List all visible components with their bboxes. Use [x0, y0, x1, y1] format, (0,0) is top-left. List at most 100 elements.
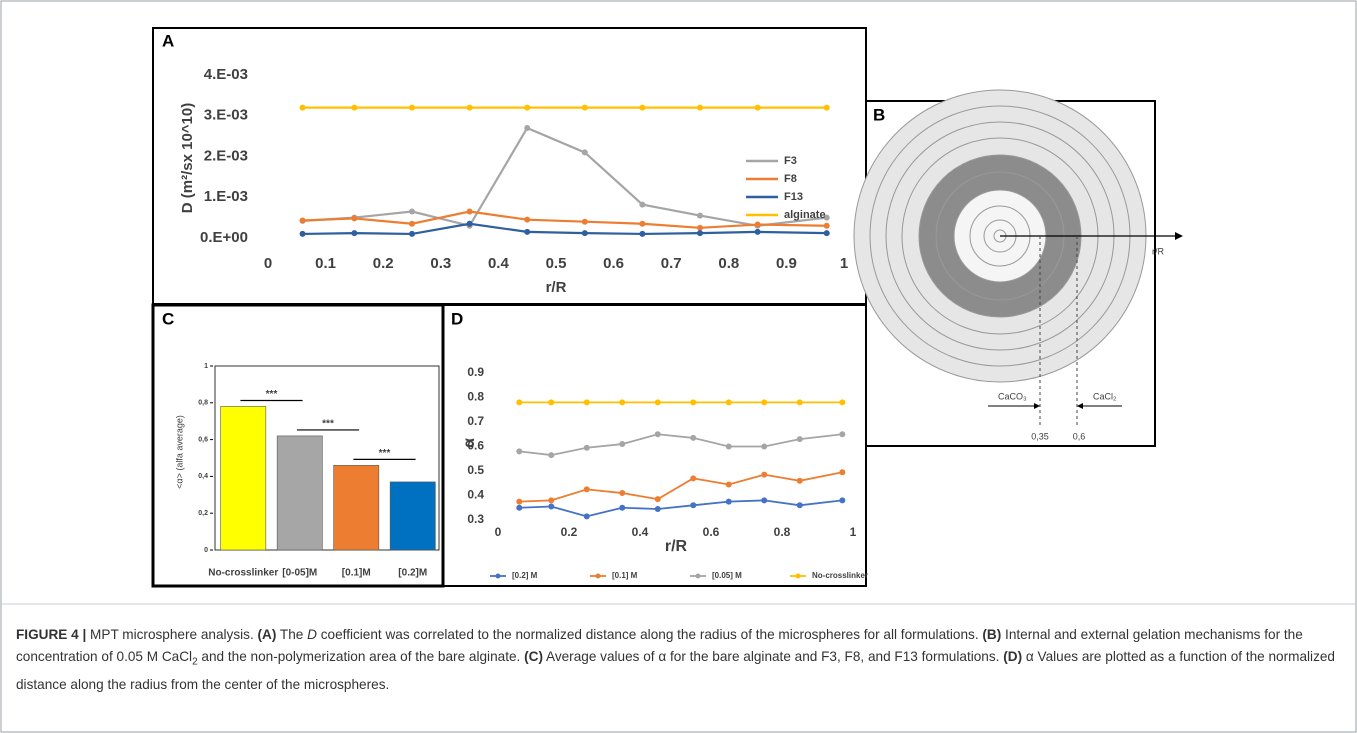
point — [581, 149, 588, 156]
x-tick-label: 0.6 — [703, 525, 720, 539]
significance-label: *** — [266, 389, 278, 400]
y-tick-label: 0.E+00 — [200, 229, 248, 246]
x-tick-label: 0 — [264, 255, 272, 272]
point — [725, 498, 732, 505]
point — [754, 221, 761, 228]
position-label: 0,35 — [1031, 431, 1049, 441]
legend-label: [0.2] M — [512, 571, 538, 580]
point — [697, 230, 703, 237]
point — [581, 218, 588, 225]
point — [639, 220, 646, 227]
bar — [389, 481, 436, 551]
legend-label: F8 — [784, 173, 797, 185]
point — [409, 104, 415, 111]
caption-run: coefficient was correlated to the normal… — [316, 627, 983, 642]
y-tick-label: 1 — [204, 363, 208, 370]
point — [697, 104, 703, 111]
caption: FIGURE 4 | MPT microsphere analysis. (A)… — [16, 624, 1336, 696]
x-tick-label: [0-05]M — [282, 568, 317, 579]
panel-letter: A — [162, 31, 174, 50]
point — [654, 399, 661, 406]
point — [548, 399, 555, 406]
point — [299, 230, 306, 237]
y-tick-label: 3.E-03 — [204, 107, 248, 124]
point — [299, 104, 306, 111]
x-tick-label: 0.7 — [661, 255, 682, 272]
bar — [276, 435, 323, 551]
point — [619, 441, 626, 448]
x-tick-label: 1 — [840, 255, 848, 272]
series-line — [302, 222, 827, 236]
point — [524, 124, 531, 131]
x-tick-label: 0.3 — [430, 255, 451, 272]
y-tick-label: 0.4 — [467, 488, 484, 502]
caption-run: MPT microsphere analysis. — [86, 627, 258, 642]
y-tick-label: 0.8 — [467, 390, 484, 404]
panel-frame — [152, 27, 867, 305]
caption-run: 2 — [192, 656, 198, 668]
arrow-head — [1175, 232, 1183, 240]
y-tick-label: 0.3 — [467, 512, 484, 526]
point — [690, 502, 697, 509]
point — [619, 399, 626, 406]
axis-label: r/R — [1152, 246, 1164, 256]
y-tick-label: 0.7 — [467, 414, 484, 428]
caption-run: (C) — [524, 649, 543, 664]
point — [581, 104, 588, 111]
x-tick-label: 0.9 — [776, 255, 797, 272]
caption-run: The — [276, 627, 308, 642]
x-tick-label: 1 — [850, 525, 857, 539]
point — [351, 230, 358, 237]
point — [516, 504, 523, 511]
point — [654, 496, 661, 503]
point — [796, 399, 803, 406]
x-tick-label: 0.6 — [603, 255, 624, 272]
bar — [333, 465, 380, 551]
point — [761, 399, 768, 406]
point — [754, 228, 761, 235]
significance-label: *** — [322, 419, 334, 430]
point — [516, 498, 523, 505]
point — [409, 220, 415, 227]
y-axis-label: α — [461, 438, 478, 448]
point — [761, 471, 768, 478]
legend-marker — [695, 573, 701, 579]
point — [823, 104, 830, 111]
point — [839, 431, 846, 438]
point — [823, 214, 830, 221]
legend-label: F3 — [784, 155, 797, 167]
point — [409, 208, 415, 215]
legend-label: [0.1] M — [612, 571, 638, 580]
point — [466, 208, 473, 215]
point — [839, 497, 846, 504]
caption-run: Average values of α for the bare alginat… — [542, 649, 1004, 664]
caption-run: D — [307, 627, 317, 642]
point — [761, 497, 768, 504]
y-tick-label: 0,6 — [198, 436, 208, 443]
point — [796, 477, 803, 484]
point — [796, 436, 803, 443]
y-tick-label: 0,4 — [198, 473, 208, 480]
arrow-head — [1034, 403, 1040, 409]
point — [466, 220, 473, 227]
point — [548, 452, 555, 459]
legend-label: F13 — [784, 191, 803, 203]
point — [839, 469, 846, 476]
point — [524, 104, 531, 111]
point — [690, 434, 697, 441]
series-line — [302, 210, 827, 229]
point — [619, 490, 626, 497]
point — [524, 216, 531, 223]
point — [516, 448, 523, 455]
legend-marker — [495, 573, 501, 579]
series-line — [519, 433, 843, 456]
point — [754, 104, 761, 111]
x-tick-label: 0.2 — [373, 255, 394, 272]
point — [548, 503, 555, 510]
x-tick-label: 0.2 — [561, 525, 578, 539]
x-tick-label: No-crosslinker — [208, 568, 278, 579]
point — [823, 222, 830, 229]
panel-letter: C — [162, 309, 174, 328]
x-tick-label: 0.1 — [315, 255, 336, 272]
